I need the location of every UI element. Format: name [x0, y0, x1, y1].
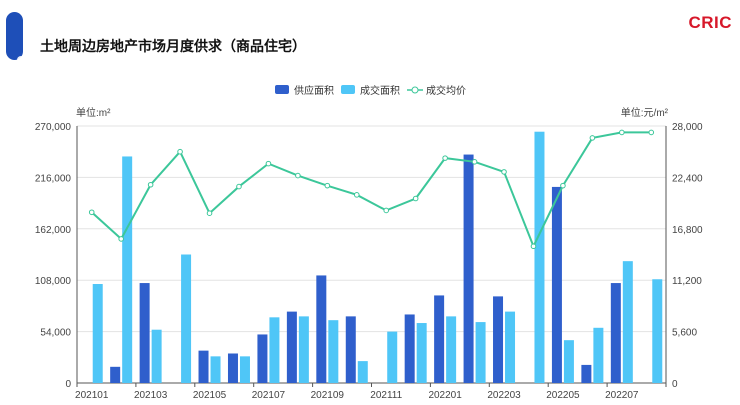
y-left-tick-label: 270,000 [35, 122, 72, 133]
y-right-tick-label: 22,400 [672, 173, 703, 184]
price-point [265, 160, 272, 167]
price-line [91, 131, 652, 249]
x-tick-label: 202207 [605, 390, 639, 401]
legend-point-swatch [411, 86, 419, 94]
bar-supply [110, 366, 121, 383]
price-point [442, 155, 448, 161]
bar-transaction [416, 323, 427, 383]
price-point [412, 195, 419, 202]
legend-label: 成交面积 [360, 84, 400, 97]
price-point [383, 207, 390, 214]
price-point [324, 182, 331, 189]
bar-supply [463, 154, 474, 383]
price-point [147, 181, 154, 188]
legend-swatch [341, 85, 355, 94]
bar-transaction [387, 331, 398, 383]
x-tick-label: 202205 [546, 390, 580, 401]
bar-transaction [357, 361, 368, 383]
bar-transaction [505, 311, 516, 383]
bar-supply [610, 283, 621, 383]
x-tick-label: 202103 [134, 390, 168, 401]
y-right-tick-label: 0 [672, 379, 678, 390]
y-left-tick-label: 0 [65, 379, 71, 390]
cric-logo: CRIC [688, 13, 732, 32]
price-point [353, 192, 360, 198]
x-tick-label: 202203 [487, 390, 521, 401]
bar-transaction [446, 316, 457, 383]
price-point [471, 158, 478, 165]
x-tick-label: 202101 [75, 390, 109, 401]
price-point [501, 169, 507, 175]
y-right-tick-label: 5,600 [672, 328, 697, 339]
bar-transaction [328, 320, 339, 383]
bar-transaction [622, 261, 633, 383]
price-point [530, 243, 537, 250]
price-point [236, 183, 242, 190]
price-point [619, 129, 625, 136]
y-right-unit-label: 单位:元/m² [621, 106, 669, 119]
bar-transaction [593, 327, 604, 383]
bar-transaction [210, 356, 221, 383]
price-point [589, 135, 596, 141]
bar-transaction [563, 340, 574, 383]
bar-supply [551, 186, 562, 383]
x-tick-label: 202109 [311, 390, 345, 401]
y-right-tick-label: 11,200 [672, 276, 702, 287]
accent-dot [17, 56, 25, 64]
y-right-tick-label: 28,000 [672, 122, 703, 133]
bar-transaction [534, 131, 545, 383]
bar-supply [227, 353, 238, 383]
bar-transaction [151, 329, 162, 383]
bar-transaction [92, 284, 103, 383]
price-point [206, 210, 213, 216]
y-left-unit-label: 单位:m² [76, 106, 111, 119]
page-title: 土地周边房地产市场月度供求（商品住宅） [40, 38, 306, 54]
bar-transaction [269, 317, 280, 383]
bar-transaction [239, 356, 250, 383]
legend-label: 供应面积 [294, 84, 334, 97]
price-point [560, 182, 566, 189]
bar-supply [198, 350, 209, 383]
price-point [88, 209, 95, 216]
bar-transaction [652, 279, 663, 383]
x-tick-label: 202105 [193, 390, 227, 401]
y-left-tick-label: 162,000 [35, 225, 72, 236]
price-point [295, 172, 301, 179]
y-left-tick-label: 54,000 [40, 328, 71, 339]
bar-transaction [475, 322, 486, 383]
bar-transaction [181, 254, 192, 383]
y-left-tick-label: 108,000 [35, 276, 72, 287]
bar-supply [286, 311, 297, 383]
bar-supply [493, 296, 504, 383]
bar-transaction [122, 156, 133, 383]
price-point [177, 148, 183, 155]
bar-supply [404, 314, 415, 383]
x-tick-label: 202107 [252, 390, 286, 401]
bar-supply [316, 275, 327, 383]
price-point [648, 129, 655, 136]
accent-pill [6, 12, 25, 64]
y-left-tick-label: 216,000 [35, 173, 72, 184]
bar-supply [581, 364, 592, 383]
legend-swatch [275, 85, 289, 94]
y-right-tick-label: 16,800 [672, 225, 703, 236]
price-point [118, 236, 124, 242]
bar-supply [257, 334, 268, 383]
x-tick-label: 202111 [370, 390, 402, 401]
bar-supply [139, 283, 150, 383]
bar-supply [345, 316, 356, 383]
x-tick-label: 202201 [428, 390, 462, 401]
bar-supply [434, 295, 445, 383]
legend-label: 成交均价 [426, 84, 466, 97]
bar-transaction [298, 316, 309, 383]
